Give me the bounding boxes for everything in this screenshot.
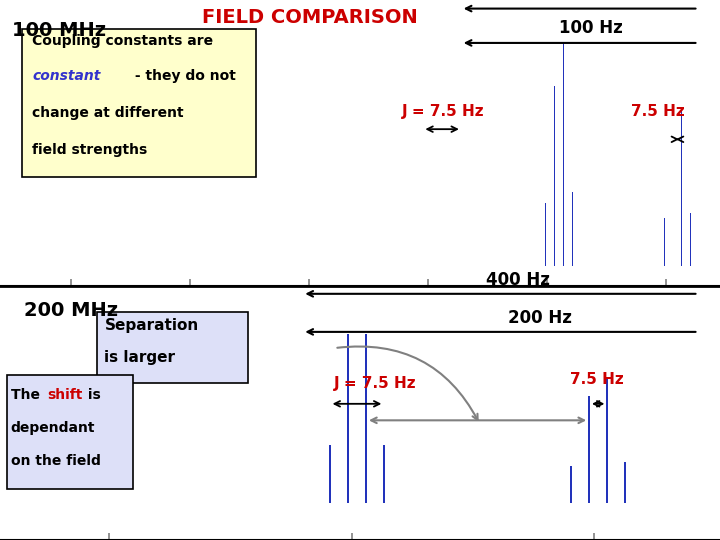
Bar: [365, 334, 367, 503]
Bar: [22, 29, 256, 178]
Text: 7.5 Hz: 7.5 Hz: [631, 104, 685, 119]
Bar: [681, 109, 683, 266]
Text: is larger: is larger: [104, 350, 176, 364]
Bar: [545, 202, 546, 266]
Text: 200 MHz: 200 MHz: [24, 301, 118, 320]
Bar: [690, 213, 691, 266]
Bar: [588, 396, 590, 503]
Text: J = 7.5 Hz: J = 7.5 Hz: [401, 104, 484, 119]
Text: - they do not: - they do not: [130, 69, 235, 83]
Text: 100 Hz: 100 Hz: [559, 19, 622, 37]
Bar: [672, 134, 673, 266]
Bar: [572, 192, 573, 266]
Text: on the field: on the field: [11, 454, 101, 468]
Text: is: is: [83, 388, 101, 402]
Text: constant: constant: [32, 69, 101, 83]
Text: 400 Hz: 400 Hz: [487, 271, 550, 289]
Text: field strengths: field strengths: [32, 143, 148, 157]
Text: 200 Hz: 200 Hz: [544, 0, 608, 3]
Bar: [570, 465, 572, 503]
Bar: [7, 375, 133, 489]
Text: FIELD COMPARISON: FIELD COMPARISON: [202, 8, 418, 27]
Text: 100 MHz: 100 MHz: [12, 21, 106, 40]
Bar: [97, 312, 248, 383]
Bar: [624, 462, 626, 503]
Text: J = 7.5 Hz: J = 7.5 Hz: [334, 376, 417, 392]
Bar: [664, 218, 665, 266]
Bar: [563, 43, 564, 266]
Text: 7.5 Hz: 7.5 Hz: [570, 372, 624, 387]
Bar: [383, 445, 385, 503]
Text: 200 Hz: 200 Hz: [508, 309, 572, 327]
Bar: [606, 379, 608, 503]
Text: dependant: dependant: [11, 421, 95, 435]
Text: Separation: Separation: [104, 318, 199, 333]
Text: change at different: change at different: [32, 106, 184, 120]
Text: shift: shift: [47, 388, 82, 402]
Text: Coupling constants are: Coupling constants are: [32, 35, 214, 49]
Bar: [329, 445, 330, 503]
Bar: [554, 86, 555, 266]
Text: The: The: [11, 388, 45, 402]
Bar: [347, 334, 349, 503]
